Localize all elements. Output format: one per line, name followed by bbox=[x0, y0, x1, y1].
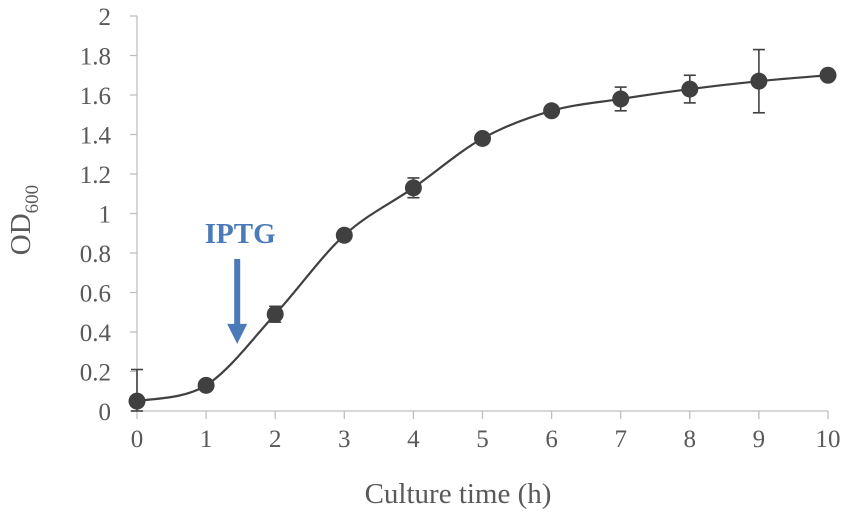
iptg-annotation-label: IPTG bbox=[205, 218, 276, 250]
iptg-arrow-head bbox=[227, 323, 248, 344]
data-point bbox=[335, 226, 353, 244]
x-axis-label: Culture time (h) bbox=[365, 478, 552, 510]
axes: 0 0.2 0.4 0.6 0.8 1 1.2 1.4 1.6 1.8 2 0 1 2 3 4 5 6 7 8 9 10 bbox=[80, 4, 841, 453]
x-tick-label: 4 bbox=[407, 426, 420, 453]
x-tick-label: 9 bbox=[753, 426, 766, 453]
annotation-layer: IPTG bbox=[205, 218, 276, 344]
data-point bbox=[266, 305, 284, 323]
x-tick-label: 2 bbox=[269, 426, 282, 453]
series-line bbox=[136, 74, 829, 403]
data-point bbox=[750, 72, 768, 90]
y-tick-label: 1.6 bbox=[80, 83, 111, 110]
y-tick-label: 1.4 bbox=[80, 123, 112, 150]
y-tick-label: 0.2 bbox=[80, 360, 111, 387]
y-tick-label: 1.2 bbox=[80, 162, 111, 189]
series-layer bbox=[128, 48, 837, 412]
data-point bbox=[819, 66, 837, 84]
data-point bbox=[197, 376, 215, 394]
y-tick-label: 0 bbox=[99, 399, 112, 426]
x-tick-label: 6 bbox=[545, 426, 558, 453]
x-tick-label: 1 bbox=[200, 426, 213, 453]
y-tick-label: 1.8 bbox=[80, 44, 111, 71]
x-tick-label: 7 bbox=[614, 426, 627, 453]
x-tick-label: 5 bbox=[476, 426, 489, 453]
y-axis-label: OD600 bbox=[5, 185, 43, 255]
y-axis-label-main: OD bbox=[5, 213, 37, 255]
x-tick-label: 10 bbox=[816, 426, 841, 453]
data-point bbox=[612, 90, 630, 108]
y-tick-label: 2 bbox=[99, 4, 112, 31]
x-tick-label: 0 bbox=[131, 426, 144, 453]
data-point bbox=[404, 179, 422, 197]
x-tick-label: 3 bbox=[338, 426, 351, 453]
y-tick-label: 0.4 bbox=[80, 320, 112, 347]
y-tick-label: 0.6 bbox=[80, 281, 111, 308]
data-point bbox=[474, 129, 491, 147]
y-tick-label: 1 bbox=[99, 202, 112, 229]
iptg-arrow-shaft bbox=[234, 258, 241, 326]
data-point bbox=[128, 392, 146, 410]
y-tick-label: 0.8 bbox=[80, 241, 111, 268]
data-point bbox=[543, 102, 561, 120]
data-point bbox=[681, 80, 699, 98]
y-axis-label-subscript: 600 bbox=[22, 185, 43, 214]
x-tick-label: 8 bbox=[684, 426, 697, 453]
